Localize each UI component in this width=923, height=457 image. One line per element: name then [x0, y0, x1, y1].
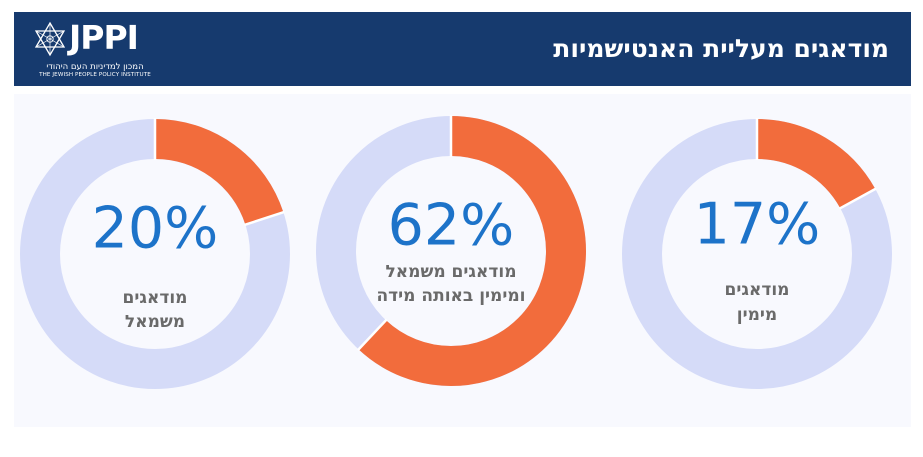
caption-line: מודאגים	[725, 280, 790, 300]
caption-line: מודאגים	[123, 288, 188, 308]
caption-line: ומימין באותה מידה	[377, 286, 526, 306]
caption-line: מימין	[737, 305, 777, 325]
percent-label: 62%	[388, 193, 515, 259]
donut-chart-2: 62% מודאגים משמאל ומימין באותה מידה	[316, 115, 586, 386]
percent-label: 20%	[92, 196, 219, 262]
slice-separator	[838, 187, 877, 210]
slice-separator	[356, 318, 388, 351]
donut-charts: 20% מודאגים משמאל 62% מודאגים משמאל ומימין בא…	[20, 115, 892, 389]
caption-line: משמאל	[125, 312, 185, 332]
caption-line: מודאגים משמאל	[385, 262, 516, 282]
donut-chart-3: 17% מודאגים מימין	[622, 118, 892, 389]
logo-subtitle-hebrew: המכון למדיניות העם היהודי	[46, 62, 144, 72]
slice-separator	[244, 210, 285, 227]
charts-panel: 20% מודאגים משמאל 62% מודאגים משמאל ומימין בא…	[14, 94, 911, 427]
jppi-logo: JPPI המכון למדיניות העם היהודי THE JEWIS…	[32, 18, 162, 80]
percent-label: 17%	[694, 192, 821, 258]
logo-wordmark: JPPI	[69, 18, 139, 57]
header-bar: JPPI המכון למדיניות העם היהודי THE JEWIS…	[14, 12, 911, 86]
star-of-david-icon	[34, 21, 66, 57]
logo-subtitle-english: THE JEWISH PEOPLE POLICY INSTITUTE	[39, 72, 151, 78]
page-title: מודאגים מעליית האנטישמיות	[553, 34, 889, 63]
donut-chart-1: 20% מודאגים משמאל	[20, 118, 290, 389]
